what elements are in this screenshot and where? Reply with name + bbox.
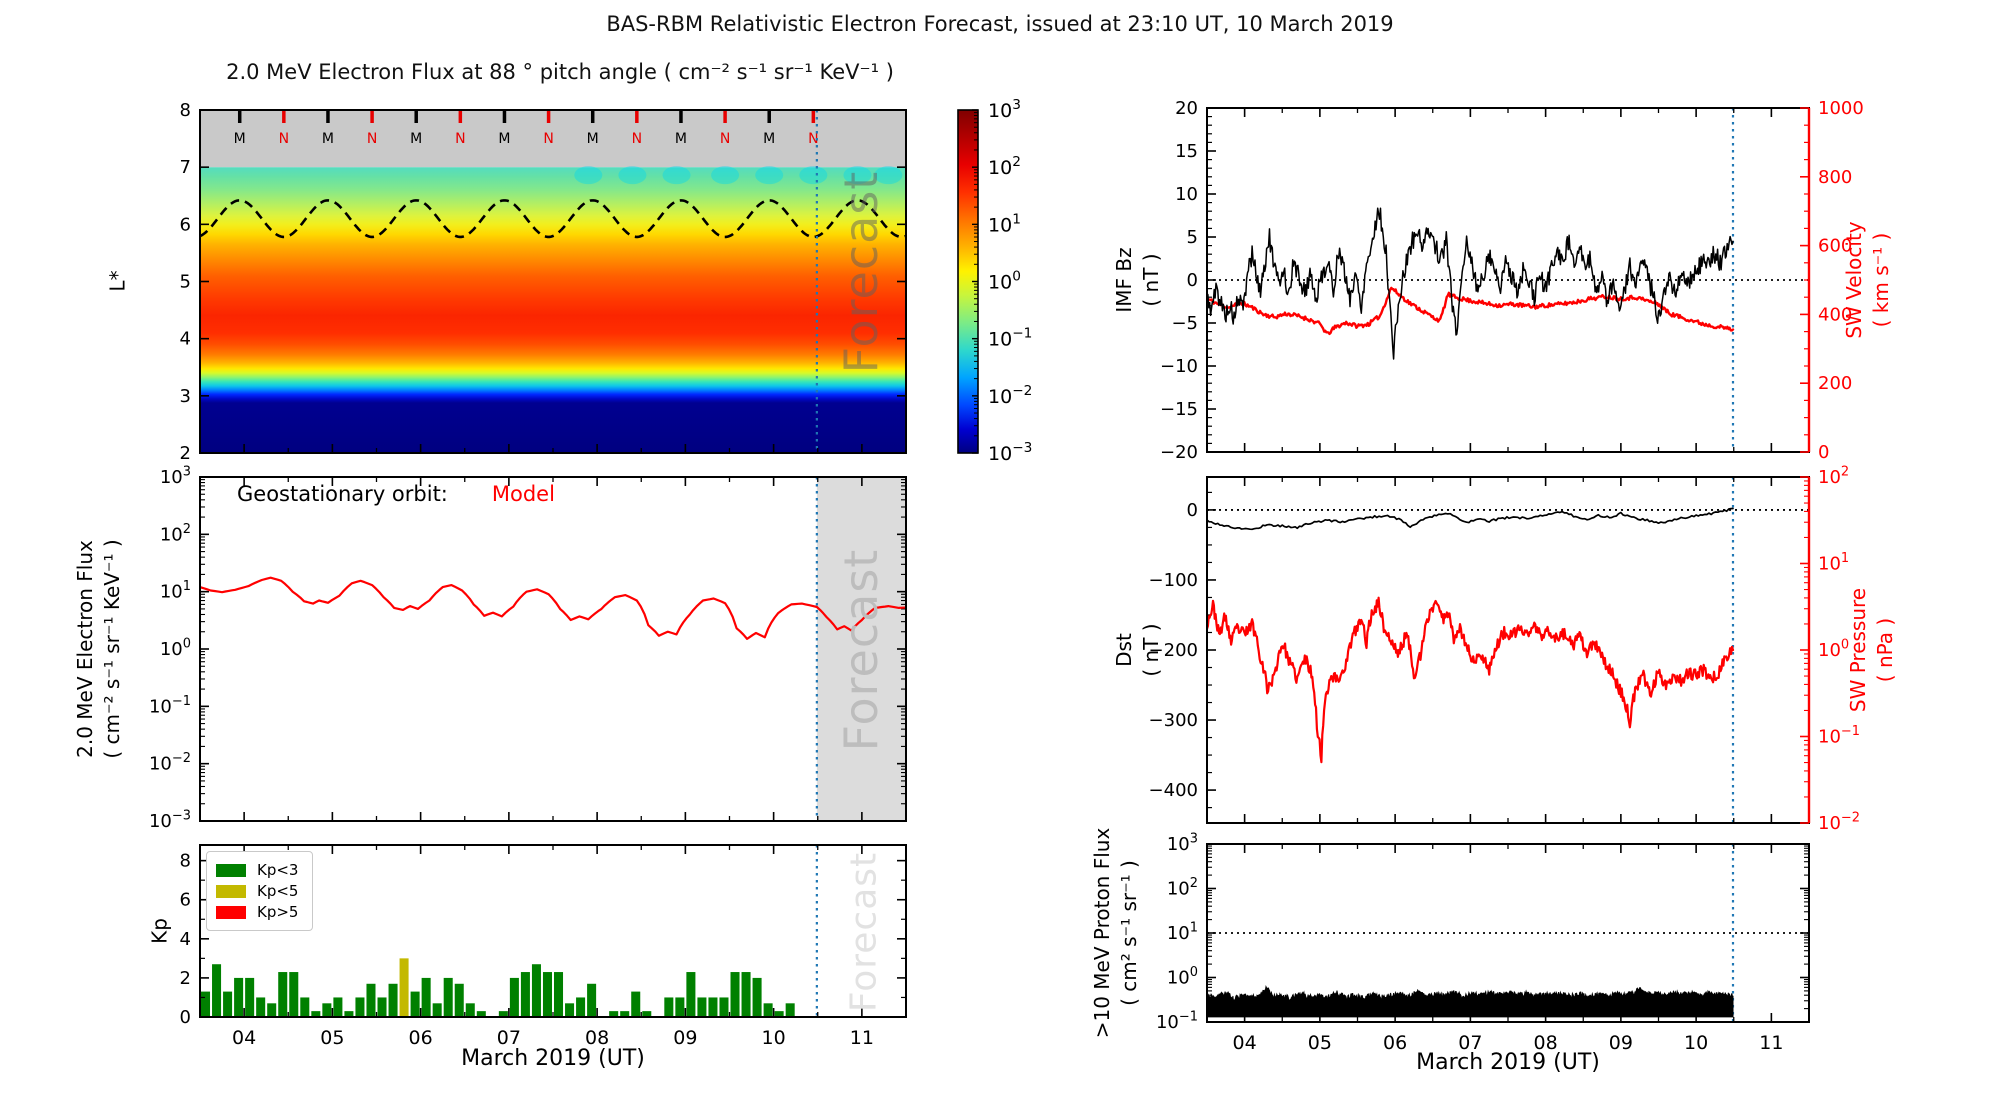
svg-text:10−3: 10−3 bbox=[149, 808, 191, 832]
svg-text:−200: −200 bbox=[1149, 640, 1198, 661]
svg-text:8: 8 bbox=[180, 851, 191, 872]
svg-text:10: 10 bbox=[1175, 184, 1198, 205]
svg-text:11: 11 bbox=[1759, 1032, 1783, 1054]
svg-text:−15: −15 bbox=[1160, 399, 1198, 420]
geostationary-flux-panel: 103 102 101 100 10−1 10−2 10−3 bbox=[149, 464, 907, 832]
svg-text:101: 101 bbox=[988, 211, 1021, 236]
svg-text:N: N bbox=[455, 131, 465, 147]
svg-text:M: M bbox=[675, 131, 687, 147]
svg-text:−400: −400 bbox=[1149, 780, 1198, 801]
svg-text:100: 100 bbox=[1167, 965, 1198, 989]
svg-text:103: 103 bbox=[988, 97, 1021, 122]
svg-text:102: 102 bbox=[1818, 464, 1849, 488]
svg-text:N: N bbox=[632, 131, 642, 147]
svg-text:05: 05 bbox=[320, 1027, 344, 1049]
svg-text:07: 07 bbox=[497, 1027, 521, 1049]
svg-text:06: 06 bbox=[409, 1027, 433, 1049]
svg-text:0: 0 bbox=[180, 1007, 191, 1028]
svg-text:3: 3 bbox=[180, 386, 191, 407]
imf-series bbox=[1208, 207, 1735, 360]
svg-text:08: 08 bbox=[585, 1027, 609, 1049]
svg-text:101: 101 bbox=[160, 579, 191, 603]
svg-text:10: 10 bbox=[1684, 1032, 1708, 1054]
svg-text:600: 600 bbox=[1818, 236, 1852, 257]
svg-text:N: N bbox=[367, 131, 377, 147]
svg-text:0: 0 bbox=[1818, 442, 1829, 463]
svg-text:10−1: 10−1 bbox=[988, 326, 1032, 351]
svg-text:09: 09 bbox=[1609, 1032, 1633, 1054]
svg-text:−100: −100 bbox=[1149, 570, 1198, 591]
svg-text:10−1: 10−1 bbox=[1818, 724, 1860, 748]
svg-text:4: 4 bbox=[180, 929, 191, 950]
svg-text:1000: 1000 bbox=[1818, 98, 1864, 119]
svg-text:5: 5 bbox=[1187, 227, 1198, 248]
svg-text:M: M bbox=[763, 131, 775, 147]
svg-text:N: N bbox=[543, 131, 553, 147]
svg-text:6: 6 bbox=[180, 214, 191, 235]
dst-sw-pressure-panel: 0 −100 −200 −300 −400 102 101 100 10−1 10−2 bbox=[1149, 464, 1860, 834]
svg-text:100: 100 bbox=[1818, 637, 1849, 661]
svg-text:10−1: 10−1 bbox=[1156, 1009, 1198, 1033]
svg-text:M: M bbox=[498, 131, 510, 147]
svg-text:5: 5 bbox=[180, 272, 191, 293]
svg-text:102: 102 bbox=[1167, 876, 1198, 900]
svg-text:0: 0 bbox=[1187, 500, 1198, 521]
svg-text:102: 102 bbox=[160, 522, 191, 546]
svg-text:−10: −10 bbox=[1160, 356, 1198, 377]
svg-text:04: 04 bbox=[232, 1027, 256, 1049]
svg-text:−20: −20 bbox=[1160, 442, 1198, 463]
svg-text:15: 15 bbox=[1175, 141, 1198, 162]
svg-text:04: 04 bbox=[1233, 1032, 1257, 1054]
svg-text:101: 101 bbox=[1818, 551, 1849, 575]
svg-text:800: 800 bbox=[1818, 167, 1852, 188]
svg-text:4: 4 bbox=[180, 329, 191, 350]
svg-text:0: 0 bbox=[1187, 270, 1198, 291]
svg-text:6: 6 bbox=[180, 890, 191, 911]
svg-text:M: M bbox=[234, 131, 246, 147]
proton-series bbox=[1208, 984, 1734, 1018]
svg-text:200: 200 bbox=[1818, 373, 1852, 394]
imf-sw-velocity-panel: 20 15 10 5 0 −5 −10 −15 −20 1000 800 600 400 200 0 bbox=[1160, 98, 1864, 463]
svg-text:07: 07 bbox=[1458, 1032, 1482, 1054]
kp-panel: 04 05 06 07 08 09 10 11 8 6 4 2 0 bbox=[180, 844, 907, 1049]
svg-text:05: 05 bbox=[1308, 1032, 1332, 1054]
svg-text:400: 400 bbox=[1818, 304, 1852, 325]
svg-text:10−2: 10−2 bbox=[149, 751, 191, 775]
svg-text:N: N bbox=[720, 131, 730, 147]
svg-text:2: 2 bbox=[180, 443, 191, 464]
dst-series bbox=[1208, 507, 1735, 764]
svg-text:7: 7 bbox=[180, 157, 191, 178]
svg-text:10−2: 10−2 bbox=[1818, 810, 1860, 834]
svg-text:N: N bbox=[808, 131, 818, 147]
svg-text:M: M bbox=[410, 131, 422, 147]
svg-text:M: M bbox=[322, 131, 334, 147]
svg-text:09: 09 bbox=[673, 1027, 697, 1049]
svg-text:8: 8 bbox=[180, 100, 191, 121]
svg-text:100: 100 bbox=[988, 269, 1021, 294]
svg-text:100: 100 bbox=[160, 636, 191, 660]
proton-flux-panel: 04 05 06 07 08 09 10 11 103 102 101 100 10−1 bbox=[1156, 831, 1810, 1054]
colorbar: 103 102 101 100 10−1 10−2 10−3 bbox=[957, 97, 1032, 465]
svg-text:2: 2 bbox=[180, 968, 191, 989]
svg-text:10−3: 10−3 bbox=[988, 440, 1032, 465]
svg-text:08: 08 bbox=[1534, 1032, 1558, 1054]
heatmap-panel: M M M M M M M N N N N N N N 8 7 6 5 4 3 2 bbox=[180, 100, 907, 464]
svg-text:103: 103 bbox=[160, 464, 191, 488]
svg-text:10−1: 10−1 bbox=[149, 694, 191, 718]
svg-text:−300: −300 bbox=[1149, 710, 1198, 731]
model-series bbox=[201, 576, 905, 641]
svg-text:M: M bbox=[587, 131, 599, 147]
svg-text:103: 103 bbox=[1167, 831, 1198, 855]
svg-text:N: N bbox=[279, 131, 289, 147]
svg-text:10−2: 10−2 bbox=[988, 383, 1032, 408]
svg-text:10: 10 bbox=[762, 1027, 786, 1049]
svg-text:06: 06 bbox=[1383, 1032, 1407, 1054]
svg-text:−5: −5 bbox=[1171, 313, 1198, 334]
svg-text:20: 20 bbox=[1175, 98, 1198, 119]
svg-text:11: 11 bbox=[850, 1027, 874, 1049]
svg-text:101: 101 bbox=[1167, 920, 1198, 944]
svg-text:102: 102 bbox=[988, 154, 1021, 179]
